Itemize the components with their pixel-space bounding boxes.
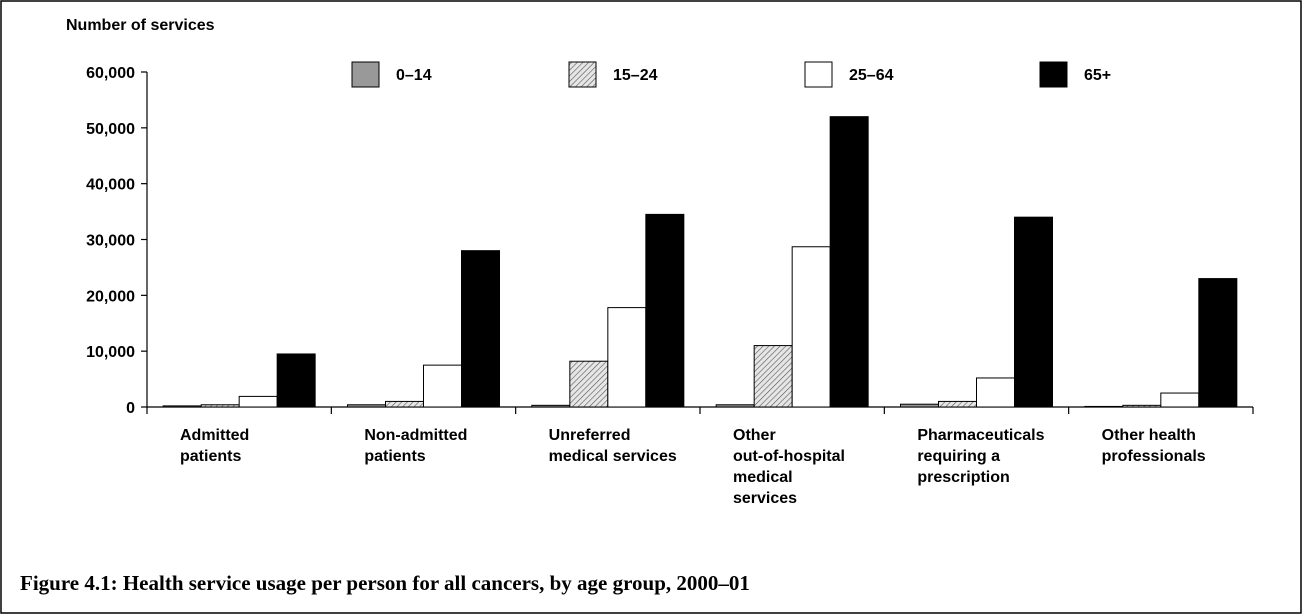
x-tick-label-line: patients <box>180 448 241 465</box>
legend-swatch <box>351 61 380 88</box>
legend-label: 15–24 <box>613 67 658 84</box>
legend-label: 0–14 <box>396 67 432 84</box>
legend-swatch <box>1039 61 1068 88</box>
bar <box>938 400 977 408</box>
x-tick-label: Other health professionals <box>1102 427 1206 465</box>
legend-label: 65+ <box>1084 67 1111 84</box>
x-tick-label-line: professionals <box>1102 448 1206 465</box>
x-tick-label: Admitted patients <box>180 427 249 465</box>
y-tick-label: 10,000 <box>86 344 135 361</box>
bar <box>753 345 793 408</box>
bar <box>976 377 1015 408</box>
y-tick-label: 20,000 <box>86 288 135 305</box>
legend-swatch <box>804 61 833 88</box>
bar <box>531 404 571 408</box>
bar <box>645 213 685 408</box>
y-axis-label: Number of services <box>66 17 215 34</box>
bar <box>200 404 240 408</box>
x-tick-label-line: Non-admitted <box>364 427 467 444</box>
bar <box>1014 216 1053 408</box>
bar <box>900 403 939 408</box>
bar <box>385 400 424 408</box>
bar <box>829 116 869 408</box>
bar <box>569 360 609 408</box>
x-tick-label-line: Admitted <box>180 427 249 444</box>
y-tick-label: 40,000 <box>86 177 135 194</box>
x-tick-label-line: Pharmaceuticals <box>917 427 1044 444</box>
legend-swatch <box>568 61 597 88</box>
bar <box>1122 404 1162 408</box>
bar <box>607 307 647 408</box>
bar <box>461 250 500 408</box>
bar <box>1084 405 1124 408</box>
x-tick-label-line: Other <box>733 427 776 444</box>
x-tick-label-line: Other health <box>1102 427 1196 444</box>
y-tick-label: 50,000 <box>86 121 135 138</box>
bar <box>238 395 278 408</box>
x-tick-label: Pharmaceuticals requiring a prescription <box>917 427 1044 486</box>
bar <box>347 404 386 408</box>
bar <box>276 353 316 408</box>
x-tick-label-line: prescription <box>917 469 1009 486</box>
bar <box>162 405 202 408</box>
bar <box>715 404 755 408</box>
x-tick-label-line: Unreferred <box>549 427 631 444</box>
bar <box>791 246 831 408</box>
bar <box>423 364 462 408</box>
legend-label: 25–64 <box>849 67 894 84</box>
y-tick-label: 30,000 <box>86 233 135 250</box>
x-tick-label-line: services <box>733 490 797 507</box>
x-tick-label-line: medical <box>733 469 793 486</box>
x-tick-label-line: requiring a <box>917 448 1000 465</box>
bar <box>1160 392 1200 408</box>
x-tick-label: Unreferred medical services <box>549 427 677 465</box>
x-tick-label: Non-admitted patients <box>364 427 467 465</box>
x-tick-label: Other out-of-hospital medical services <box>733 427 845 507</box>
bar <box>1198 278 1238 408</box>
x-tick-label-line: medical services <box>549 448 677 465</box>
caption: Figure 4.1: Health service usage per per… <box>20 571 750 595</box>
x-tick-label-line: patients <box>364 448 425 465</box>
y-tick-label: 60,000 <box>86 65 135 82</box>
y-tick-label: 0 <box>126 400 135 417</box>
x-tick-label-line: out-of-hospital <box>733 448 845 465</box>
